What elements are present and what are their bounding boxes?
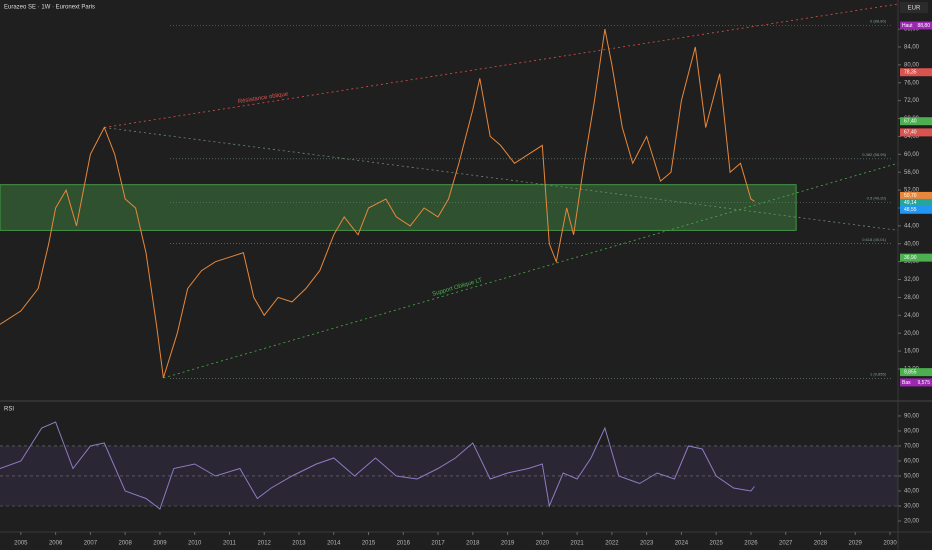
rsi-title: RSI bbox=[4, 407, 14, 413]
price-label-box bbox=[900, 21, 932, 30]
x-tick-label: 2030 bbox=[883, 541, 897, 547]
fib-label: 0.5 (49,20) bbox=[867, 196, 887, 201]
x-tick-label: 2005 bbox=[14, 541, 28, 547]
y-tick-label: 80,00 bbox=[904, 62, 920, 68]
price-label: 48,55 bbox=[904, 207, 917, 213]
price-label: 88,80 bbox=[917, 23, 930, 29]
x-tick-label: 2023 bbox=[640, 541, 654, 547]
price-label: 36,90 bbox=[904, 255, 917, 261]
x-tick-label: 2022 bbox=[605, 541, 619, 547]
x-tick-label: 2024 bbox=[675, 541, 689, 547]
trendline bbox=[104, 127, 899, 231]
price-label: 49,14 bbox=[904, 200, 917, 206]
x-tick-label: 2028 bbox=[814, 541, 828, 547]
y-tick-label: 60,00 bbox=[904, 459, 920, 465]
price-label-box bbox=[900, 253, 932, 262]
price-label: 67,40 bbox=[904, 130, 917, 136]
price-label: 50,70 bbox=[904, 193, 917, 199]
x-tick-label: 2012 bbox=[258, 541, 272, 547]
y-tick-label: 88,00 bbox=[904, 27, 920, 33]
x-tick-label: 2015 bbox=[362, 541, 376, 547]
y-tick-label: 32,00 bbox=[904, 277, 920, 283]
x-tick-label: 2020 bbox=[536, 541, 550, 547]
support-zone bbox=[0, 184, 797, 231]
y-tick-label: 52,00 bbox=[904, 188, 920, 194]
chart-title: Eurazeo SE · 1W · Euronext Paris bbox=[4, 5, 95, 11]
y-tick-label: 90,00 bbox=[904, 414, 920, 420]
x-tick-label: 2007 bbox=[84, 541, 98, 547]
y-tick-label: 72,00 bbox=[904, 98, 920, 104]
x-tick-label: 2009 bbox=[153, 541, 167, 547]
currency-box bbox=[900, 2, 928, 13]
y-tick-label: 40,00 bbox=[904, 241, 920, 247]
y-tick-label: 20,00 bbox=[904, 519, 920, 525]
price-label: 78,35 bbox=[904, 70, 917, 76]
x-tick-label: 2010 bbox=[188, 541, 202, 547]
price-label-tag: Haut bbox=[902, 23, 913, 29]
fib-label: 0.382 (58,99) bbox=[862, 152, 886, 157]
y-tick-label: 64,00 bbox=[904, 134, 920, 140]
x-tick-label: 2029 bbox=[849, 541, 863, 547]
y-tick-label: 56,00 bbox=[904, 170, 920, 176]
y-tick-label: 30,00 bbox=[904, 504, 920, 510]
rsi-band bbox=[0, 445, 898, 506]
y-tick-label: 36,00 bbox=[904, 259, 920, 265]
y-tick-label: 76,00 bbox=[904, 80, 920, 86]
fib-label: 0 (88,80) bbox=[870, 19, 887, 24]
y-tick-label: 70,00 bbox=[904, 444, 920, 450]
x-tick-label: 2018 bbox=[466, 541, 480, 547]
price-label-box bbox=[900, 128, 932, 137]
price-label-box bbox=[900, 378, 932, 387]
x-tick-label: 2008 bbox=[118, 541, 132, 547]
price-label-box bbox=[900, 205, 932, 214]
x-tick-label: 2016 bbox=[397, 541, 411, 547]
y-tick-label: 50,00 bbox=[904, 474, 920, 480]
price-label: 67,40 bbox=[904, 119, 917, 125]
y-tick-label: 84,00 bbox=[904, 45, 920, 51]
y-tick-label: 20,00 bbox=[904, 331, 920, 337]
fib-label: 1 (9,855) bbox=[870, 372, 887, 377]
y-tick-label: 28,00 bbox=[904, 295, 920, 301]
x-tick-label: 2017 bbox=[431, 541, 445, 547]
y-tick-label: 40,00 bbox=[904, 489, 920, 495]
x-tick-label: 2026 bbox=[744, 541, 758, 547]
y-tick-label: 16,00 bbox=[904, 349, 920, 355]
x-tick-label: 2006 bbox=[49, 541, 63, 547]
price-label: 9,575 bbox=[917, 380, 930, 386]
x-tick-label: 2027 bbox=[779, 541, 793, 547]
x-tick-label: 2011 bbox=[223, 541, 237, 547]
y-tick-label: 44,00 bbox=[904, 223, 920, 229]
price-label-tag: Bas bbox=[902, 380, 911, 386]
price-label-box bbox=[900, 368, 932, 377]
price-label-box bbox=[900, 68, 932, 77]
x-tick-label: 2013 bbox=[292, 541, 306, 547]
fib-label: 0.618 (40,01) bbox=[862, 237, 886, 242]
price-label: 9,855 bbox=[904, 369, 917, 375]
y-tick-label: 24,00 bbox=[904, 313, 920, 319]
currency: EUR bbox=[908, 6, 921, 12]
price-line bbox=[0, 29, 755, 379]
price-label-box bbox=[900, 191, 932, 200]
price-label-box bbox=[900, 198, 932, 207]
x-tick-label: 2014 bbox=[327, 541, 341, 547]
price-line bbox=[0, 421, 755, 510]
y-tick-label: 80,00 bbox=[904, 429, 920, 435]
x-tick-label: 2025 bbox=[709, 541, 723, 547]
trendline bbox=[104, 3, 899, 128]
y-tick-label: 60,00 bbox=[904, 152, 920, 158]
price-label-box bbox=[900, 117, 932, 126]
x-tick-label: 2019 bbox=[501, 541, 515, 547]
x-tick-label: 2021 bbox=[570, 541, 584, 547]
